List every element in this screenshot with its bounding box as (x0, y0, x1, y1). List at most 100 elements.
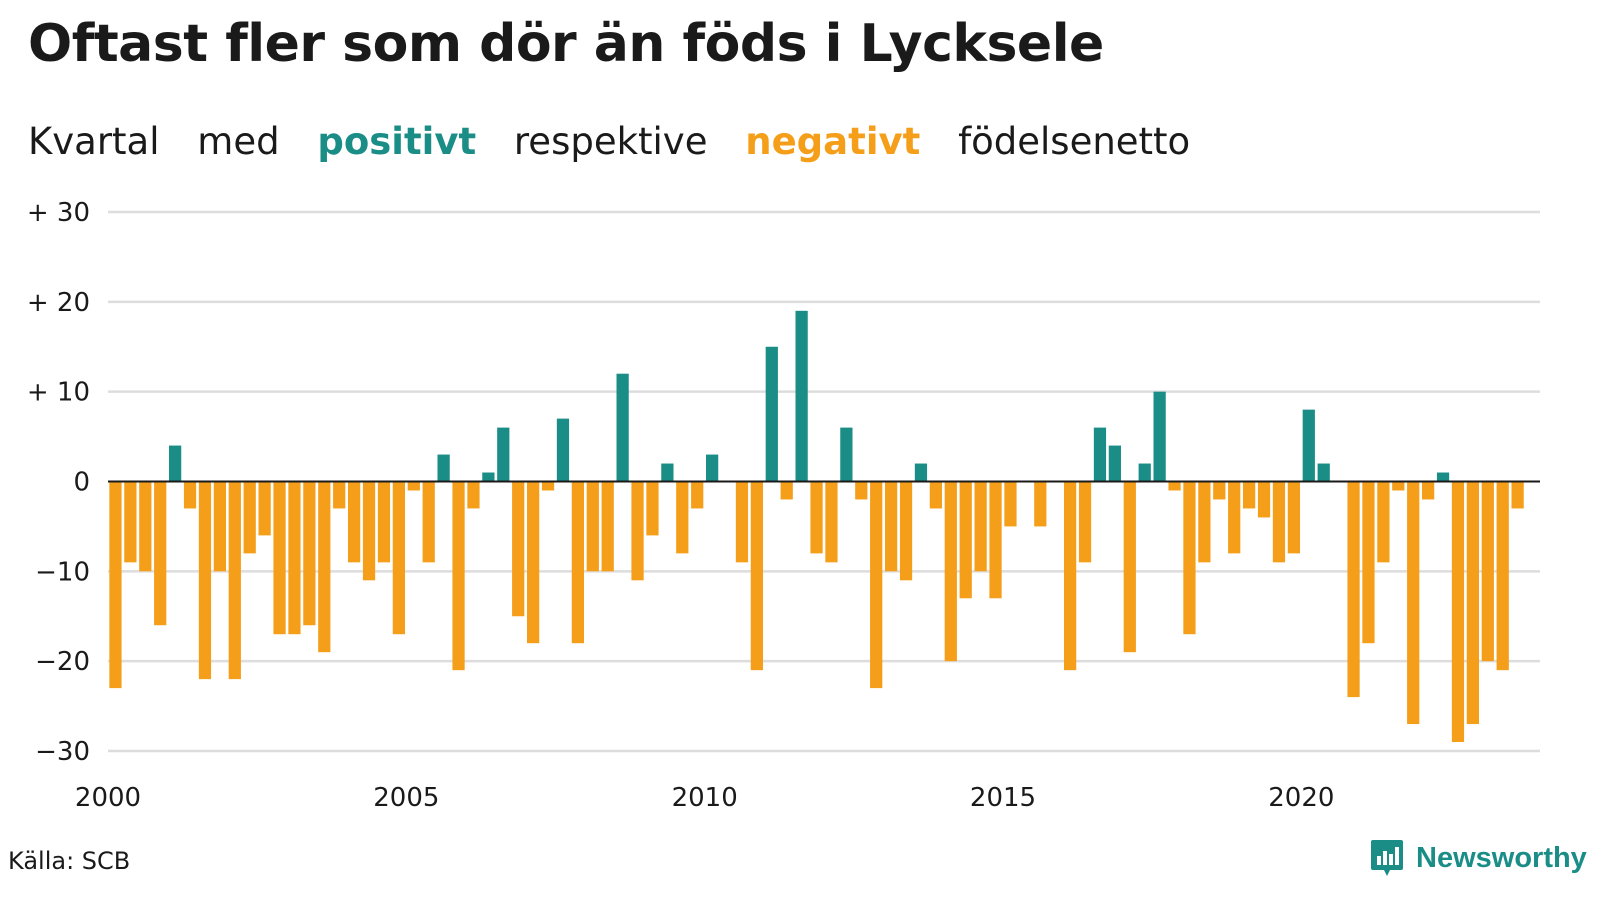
bar-negative (1272, 481, 1286, 563)
bar-negative (1451, 481, 1465, 743)
bar-negative (1034, 481, 1047, 527)
bar-negative (1064, 481, 1077, 671)
bar-negative (348, 481, 361, 563)
bar-negative (974, 481, 987, 572)
source-note: Källa: SCB (8, 847, 131, 875)
bar-negative (780, 481, 793, 500)
bar-positive (482, 472, 495, 482)
bar-negative (512, 481, 525, 617)
bar-negative (586, 481, 599, 572)
bar-negative (154, 481, 167, 626)
bar-negative (691, 481, 704, 509)
y-tick-label: −10 (35, 557, 90, 587)
bar-negative (1257, 481, 1271, 518)
y-tick-label: + 20 (27, 288, 90, 318)
x-tick-label: 2020 (1268, 783, 1334, 813)
brand-logo: Newsworthy (1370, 838, 1587, 878)
bar-negative (1496, 481, 1509, 671)
bar-negative (213, 481, 226, 572)
bar-negative (452, 481, 465, 671)
bar-negative (377, 481, 391, 563)
bar-negative (228, 481, 241, 680)
x-tick-label: 2005 (373, 783, 439, 813)
bar-negative (1287, 481, 1300, 554)
subtitle-negative-word: negativt (745, 120, 921, 163)
subtitle-positive-word: positivt (317, 120, 477, 163)
bar-negative (750, 481, 763, 671)
bar-negative (1422, 481, 1435, 500)
bar-negative (392, 481, 405, 635)
y-tick-label: + 10 (27, 378, 90, 408)
bar-negative (825, 481, 838, 563)
bar-negative (318, 481, 331, 653)
bar-positive (1093, 427, 1107, 482)
bar-positive (765, 346, 778, 482)
bar-positive (169, 445, 182, 482)
bar-negative (885, 481, 898, 572)
bar-positive (795, 310, 808, 482)
bar-positive (437, 454, 450, 482)
bar-negative (124, 481, 137, 563)
bar-negative (571, 481, 584, 644)
bar-negative (527, 481, 540, 644)
bar-negative (959, 481, 972, 599)
bar-chart-logo-icon (1371, 840, 1403, 876)
bar-negative (631, 481, 644, 581)
bar-negative (407, 481, 420, 491)
bar-negative (1213, 481, 1226, 500)
bar-negative (303, 481, 316, 626)
bar-negative (989, 481, 1002, 599)
bar-negative (541, 481, 555, 491)
y-tick-label: 0 (73, 468, 90, 498)
y-tick-label: −30 (35, 737, 90, 767)
bar-negative (1243, 481, 1256, 509)
bar-negative (333, 481, 346, 509)
bar-negative (735, 481, 749, 563)
bar-negative (243, 481, 256, 554)
bar-negative (273, 481, 286, 635)
bar-negative (1347, 481, 1360, 698)
bar-negative (1511, 481, 1524, 509)
x-tick-label: 2010 (672, 783, 738, 813)
bar-negative (899, 481, 913, 581)
axes: + 30 + 20 + 10 0 −10 −20 −30 2000 2005 2010 2015 20… (27, 198, 1540, 813)
bar-positive (661, 463, 674, 482)
bar-negative (601, 481, 614, 572)
bar-negative (944, 481, 957, 662)
bar-negative (855, 481, 868, 500)
chart-subtitle: Kvartal med positivt respektive negativt… (28, 120, 1216, 163)
bar-negative (422, 481, 435, 563)
y-tick-label: + 30 (27, 198, 90, 228)
bar-negative (1123, 481, 1136, 653)
bar-positive (1153, 391, 1166, 482)
x-tick-label: 2015 (970, 783, 1036, 813)
bar-negative (1481, 481, 1494, 662)
y-tick-label: −20 (35, 647, 90, 677)
x-tick-label: 2000 (75, 783, 141, 813)
bar-negative (1004, 481, 1017, 527)
bars (109, 310, 1524, 743)
bar-negative (288, 481, 301, 635)
bar-negative (467, 481, 480, 509)
bar-negative (139, 481, 152, 572)
subtitle-word: med (197, 120, 280, 163)
bar-negative (810, 481, 823, 554)
bar-negative (1228, 481, 1241, 554)
grid-lines (108, 210, 1540, 753)
chart-title: Oftast fler som dör än föds i Lycksele (28, 14, 1104, 74)
bar-positive (1108, 445, 1121, 482)
bar-negative (1407, 481, 1420, 725)
bar-positive (1138, 463, 1151, 482)
bar-positive (840, 427, 853, 482)
bar-positive (1436, 472, 1450, 482)
bar-positive (497, 427, 510, 482)
bar-positive (1302, 409, 1315, 482)
bar-negative (1466, 481, 1479, 725)
bar-negative (109, 481, 122, 689)
bar-negative (362, 481, 376, 581)
subtitle-word: Kvartal (28, 120, 160, 163)
bar-negative (198, 481, 212, 680)
bar-negative (1168, 481, 1181, 491)
bar-positive (1317, 463, 1330, 482)
